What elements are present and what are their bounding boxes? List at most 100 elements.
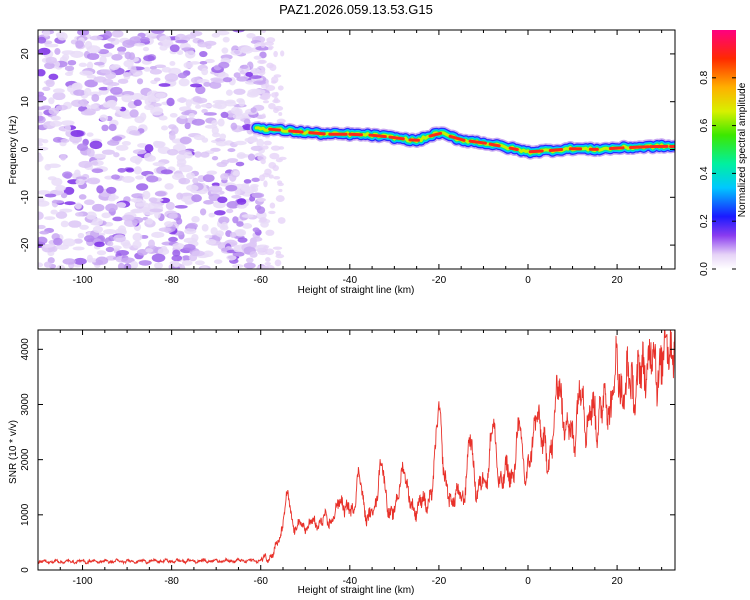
- noise-blob: [55, 211, 68, 219]
- noise-blob: [54, 47, 61, 55]
- noise-blob: [211, 120, 218, 126]
- noise-blob: [204, 124, 218, 129]
- ridge-peak: [628, 145, 650, 149]
- noise-blob: [259, 217, 268, 223]
- noise-blob: [164, 183, 174, 190]
- noise-blob: [111, 53, 123, 61]
- noise-blob: [165, 201, 175, 211]
- noise-blob: [201, 224, 209, 232]
- noise-blob: [227, 148, 236, 153]
- noise-blob: [253, 80, 266, 85]
- noise-blob: [186, 172, 195, 180]
- noise-blob: [74, 212, 84, 217]
- noise-blob: [201, 67, 209, 76]
- noise-blob: [220, 111, 229, 119]
- noise-blob: [253, 55, 262, 60]
- noise-blob: [151, 253, 166, 263]
- y-tick-label: 0: [20, 146, 31, 152]
- noise-blob: [164, 73, 179, 82]
- noise-blob: [166, 148, 179, 156]
- noise-blob: [203, 81, 211, 87]
- noise-blob: [268, 210, 276, 215]
- noise-blob: [191, 118, 205, 126]
- noise-blob: [101, 149, 115, 155]
- noise-blob: [121, 257, 135, 264]
- noise-blob: [191, 194, 202, 203]
- noise-blob: [38, 146, 49, 151]
- noise-blob: [262, 100, 270, 104]
- noise-blob: [107, 139, 120, 146]
- noise-blob: [92, 153, 107, 159]
- colorbar-label: Normalized spectral amplitude: [737, 82, 748, 217]
- noise-blob: [184, 50, 196, 59]
- noise-blob: [107, 37, 116, 42]
- x-tick-label: -60: [254, 576, 269, 587]
- noise-blob: [123, 59, 134, 68]
- noise-blob: [60, 220, 69, 228]
- colorbar-tick-label: 0.6: [699, 118, 710, 132]
- noise-blob: [230, 106, 240, 115]
- noise-blob: [269, 152, 280, 160]
- noise-blob: [217, 118, 225, 127]
- noise-blob: [195, 97, 208, 104]
- noise-blob: [201, 108, 208, 114]
- colorbar-tick-label: 0.4: [699, 166, 710, 180]
- noise-blob: [231, 194, 242, 199]
- noise-blob: [181, 260, 193, 266]
- noise-blob: [220, 159, 229, 165]
- noise-blob: [237, 237, 248, 243]
- noise-blob: [168, 236, 178, 243]
- noise-blob: [188, 113, 196, 118]
- noise-blob: [269, 64, 277, 71]
- ridge-peak: [488, 142, 501, 148]
- noise-blob: [243, 179, 252, 184]
- noise-blob: [61, 120, 75, 126]
- noise-blob: [230, 49, 243, 56]
- noise-blob: [268, 102, 276, 110]
- noise-blob: [75, 178, 85, 186]
- noise-blob: [45, 56, 57, 64]
- noise-blob: [158, 83, 171, 87]
- noise-blob: [136, 183, 149, 191]
- ridge-peak: [348, 132, 364, 137]
- x-tick-label: 20: [612, 275, 624, 286]
- noise-blob: [131, 92, 144, 101]
- noise-blob: [77, 232, 85, 239]
- noise-blob: [42, 30, 51, 37]
- noise-blob: [179, 136, 192, 145]
- noise-blob: [43, 261, 52, 268]
- noise-blob: [105, 81, 120, 87]
- noise-blob: [243, 262, 256, 269]
- noise-blob: [48, 107, 60, 115]
- noise-blob: [277, 85, 284, 91]
- noise-blob: [134, 42, 146, 47]
- noise-blob: [163, 221, 174, 227]
- noise-speckle: [38, 30, 287, 269]
- noise-blob: [199, 208, 207, 216]
- noise-blob: [122, 242, 132, 249]
- noise-blob: [181, 255, 191, 262]
- spectrogram-x-ticks: -100 -80 -60 -40 -20 0 20: [37, 30, 663, 286]
- noise-blob: [47, 163, 61, 168]
- noise-blob: [138, 260, 152, 266]
- noise-blob: [79, 70, 94, 76]
- noise-blob: [179, 114, 188, 119]
- noise-blob: [247, 136, 258, 142]
- noise-blob: [178, 177, 191, 185]
- noise-blob: [222, 36, 230, 43]
- noise-blob: [60, 138, 70, 143]
- noise-blob: [83, 87, 92, 97]
- noise-blob: [200, 151, 210, 158]
- noise-blob: [211, 32, 221, 38]
- noise-blob: [257, 59, 267, 65]
- noise-blob: [38, 47, 51, 56]
- noise-blob: [38, 115, 46, 124]
- noise-blob: [117, 225, 127, 234]
- noise-blob: [243, 118, 251, 125]
- noise-blob: [38, 262, 44, 268]
- noise-blob: [248, 75, 262, 79]
- ridge-peak: [388, 135, 405, 141]
- noise-blob: [158, 227, 172, 232]
- y-tick-label: -10: [20, 190, 31, 205]
- noise-blob: [63, 186, 75, 195]
